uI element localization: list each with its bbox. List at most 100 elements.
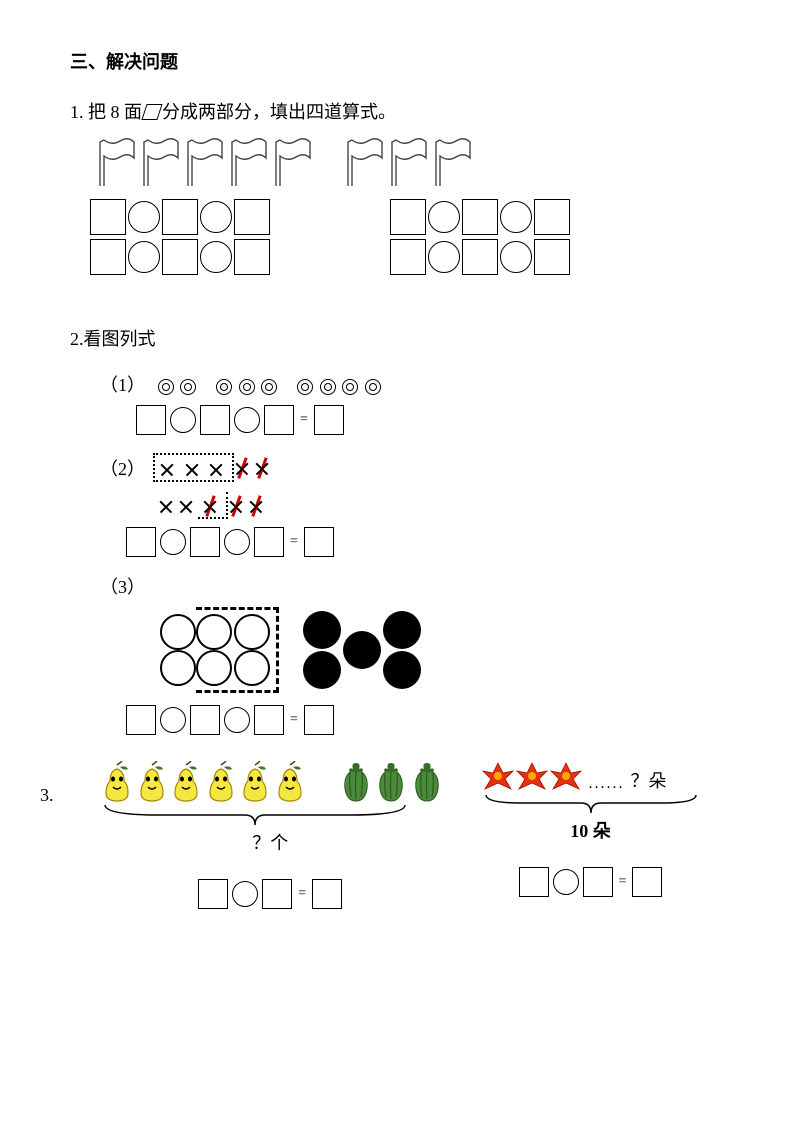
q1-formula-row-1: [70, 199, 730, 235]
blank-box[interactable]: [136, 405, 166, 435]
concentric-icon: [342, 379, 358, 395]
operator-circle[interactable]: [553, 869, 579, 895]
black-circle: [383, 611, 421, 649]
operator-circle[interactable]: [500, 201, 532, 233]
formula-group: [390, 239, 570, 275]
blank-box[interactable]: [234, 199, 270, 235]
blank-box[interactable]: [190, 527, 220, 557]
concentric-icon: [297, 379, 313, 395]
blank-box[interactable]: [462, 199, 498, 235]
blank-box[interactable]: [534, 239, 570, 275]
flower-icon: [549, 761, 583, 793]
blank-box[interactable]: [126, 527, 156, 557]
concentric-icon: [365, 379, 381, 395]
concentric-icon: [180, 379, 196, 395]
q2-sub3: （3）: [70, 573, 730, 599]
pepper-icon: [410, 761, 444, 803]
cross-icon: [158, 498, 174, 514]
white-col-inside: [196, 614, 232, 686]
blank-box[interactable]: [632, 867, 662, 897]
blank-box[interactable]: [314, 405, 344, 435]
blank-box[interactable]: [304, 527, 334, 557]
blank-box[interactable]: [234, 239, 270, 275]
black-col: [303, 611, 341, 689]
pear-icon: [135, 761, 169, 803]
q2-sub2-formula: =: [70, 527, 730, 557]
blank-box[interactable]: [312, 879, 342, 909]
blank-box[interactable]: [264, 405, 294, 435]
concentric-icon: [158, 379, 174, 395]
operator-circle[interactable]: [224, 529, 250, 555]
operator-circle[interactable]: [232, 881, 258, 907]
q3-row: 3. ？个 =: [70, 761, 730, 909]
operator-circle[interactable]: [128, 241, 160, 273]
q2-sub3-formula: =: [70, 705, 730, 735]
cross-icon-crossed: [228, 498, 244, 514]
white-circle: [196, 650, 232, 686]
white-col-outside: [160, 614, 196, 686]
q3-left-formula: =: [100, 879, 441, 909]
blank-box[interactable]: [462, 239, 498, 275]
blank-box[interactable]: [254, 527, 284, 557]
blank-box[interactable]: [162, 239, 198, 275]
concentric-icon: [216, 379, 232, 395]
q2-title: 2.看图列式: [70, 325, 730, 351]
blank-box[interactable]: [162, 199, 198, 235]
cross-icon-crossed: [248, 498, 264, 514]
brace-down: ？个: [100, 803, 441, 855]
pear-icon: [273, 761, 307, 803]
white-circle: [196, 614, 232, 650]
blank-box[interactable]: [534, 199, 570, 235]
black-circle: [383, 651, 421, 689]
equals-sign: =: [288, 712, 300, 728]
concentric-icon: [239, 379, 255, 395]
blank-box[interactable]: [390, 239, 426, 275]
formula-group: [90, 199, 270, 235]
blank-box[interactable]: [200, 405, 230, 435]
operator-circle[interactable]: [128, 201, 160, 233]
q1-formula-row-2: [70, 239, 730, 275]
blank-box[interactable]: [254, 705, 284, 735]
operator-circle[interactable]: [170, 407, 196, 433]
operator-circle[interactable]: [500, 241, 532, 273]
blank-box[interactable]: [583, 867, 613, 897]
blank-box[interactable]: [190, 705, 220, 735]
blank-box[interactable]: [262, 879, 292, 909]
q2-sub1-formula: =: [70, 405, 730, 435]
operator-circle[interactable]: [428, 201, 460, 233]
operator-circle[interactable]: [234, 407, 260, 433]
fruit-row: [100, 761, 441, 803]
operator-circle[interactable]: [200, 201, 232, 233]
operator-circle[interactable]: [428, 241, 460, 273]
blank-box[interactable]: [519, 867, 549, 897]
white-circle: [234, 614, 270, 650]
sub-label: （2）: [100, 455, 145, 481]
flag-row: [70, 138, 730, 193]
q2-sub1: （1）: [70, 371, 730, 397]
white-circle: [160, 614, 196, 650]
flower-icon: [481, 761, 515, 793]
black-circle: [303, 611, 341, 649]
black-col: [383, 611, 421, 689]
blank-box[interactable]: [90, 199, 126, 235]
cross-icon: [159, 461, 175, 477]
operator-circle[interactable]: [160, 529, 186, 555]
operator-circle[interactable]: [200, 241, 232, 273]
ellipsis: ......: [583, 775, 631, 793]
cross-icon: [208, 461, 224, 477]
blank-box[interactable]: [126, 705, 156, 735]
question-label: ？朵: [631, 767, 667, 793]
white-circles-group: [160, 607, 279, 693]
blank-box[interactable]: [304, 705, 334, 735]
cross-icon-crossed: [234, 460, 250, 476]
operator-circle[interactable]: [224, 707, 250, 733]
pear-icon: [100, 761, 134, 803]
operator-circle[interactable]: [160, 707, 186, 733]
blank-box[interactable]: [390, 199, 426, 235]
cross-icon: [184, 461, 200, 477]
q1-prefix: 1. 把 8 面: [70, 102, 142, 122]
blank-box[interactable]: [198, 879, 228, 909]
blank-box[interactable]: [90, 239, 126, 275]
q3-left-group: 3. ？个 =: [70, 761, 441, 909]
equals-sign: =: [288, 534, 300, 550]
